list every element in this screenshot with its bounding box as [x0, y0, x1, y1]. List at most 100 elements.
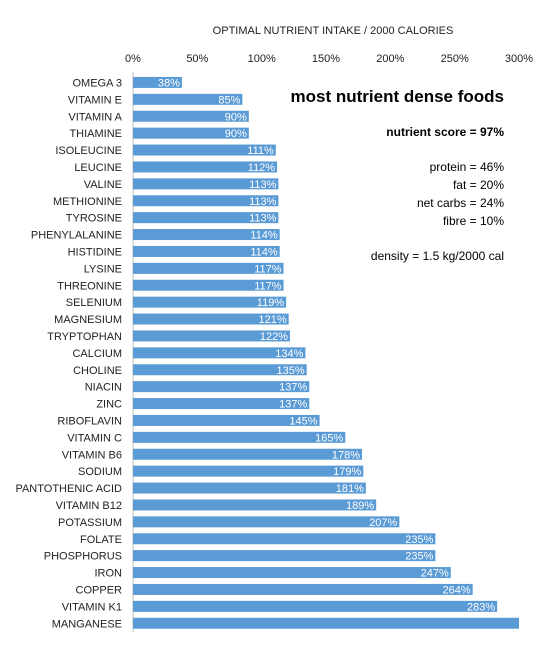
category-label: THIAMINE: [69, 128, 122, 140]
bars-group: OMEGA 3 38% VITAMIN E 85% VITAMIN A 90% THIAMI…: [15, 76, 519, 630]
bar-data-label: 111%: [247, 145, 274, 157]
bar: [133, 465, 364, 477]
x-tick-label: 300%: [505, 53, 533, 65]
bar-data-label: 113%: [249, 196, 277, 208]
category-label: IRON: [95, 568, 123, 580]
bar: [133, 550, 436, 562]
annotation-protein: protein = 46%: [430, 160, 505, 174]
bar: [133, 127, 249, 139]
bar-data-label: 90%: [225, 128, 247, 140]
bar: [133, 195, 279, 207]
annotation-nutrient-score: nutrient score = 97%: [386, 125, 504, 139]
bar-data-label: 179%: [333, 466, 361, 478]
bar-data-label: 145%: [289, 415, 317, 427]
bar-data-label: 114%: [250, 230, 278, 242]
category-label: RIBOFLAVIN: [57, 415, 122, 427]
bar-data-label: 113%: [249, 213, 277, 225]
bar-data-label: 165%: [315, 432, 343, 444]
bar-data-label: 283%: [467, 601, 495, 613]
bar-data-label: 207%: [369, 517, 397, 529]
bar: [133, 330, 290, 342]
bar: [133, 600, 498, 612]
bar: [133, 262, 284, 274]
category-label: VALINE: [84, 179, 122, 191]
bar-data-label: 235%: [405, 534, 433, 546]
category-label: PANTOTHENIC ACID: [15, 483, 122, 495]
bar-data-label: 178%: [332, 449, 360, 461]
bar-data-label: 134%: [275, 348, 303, 360]
bar: [133, 229, 280, 241]
bar-data-label: 235%: [405, 551, 433, 563]
chart-title: OPTIMAL NUTRIENT INTAKE / 2000 CALORIES: [213, 25, 454, 37]
bar-data-label: 137%: [279, 399, 307, 411]
category-label: VITAMIN B12: [56, 500, 122, 512]
category-label: VITAMIN C: [67, 432, 122, 444]
category-label: CHOLINE: [73, 365, 122, 377]
bar-data-label: 247%: [421, 568, 449, 580]
bar: [133, 583, 473, 595]
bar: [133, 516, 400, 528]
category-label: LEUCINE: [74, 162, 122, 174]
category-label: VITAMIN K1: [62, 601, 122, 613]
bar: [133, 567, 451, 579]
bar: [133, 414, 320, 426]
bar: [133, 212, 279, 224]
bar: [133, 178, 279, 190]
category-label: OMEGA 3: [72, 77, 122, 89]
category-label: THREONINE: [57, 280, 122, 292]
bar-data-label: 119%: [257, 297, 285, 309]
category-label: FOLATE: [80, 534, 122, 546]
category-label: METHIONINE: [53, 196, 122, 208]
x-tick-label: 200%: [376, 53, 404, 65]
bar: [133, 110, 249, 122]
x-tick-label: 50%: [186, 53, 208, 65]
category-label: HISTIDINE: [68, 246, 122, 258]
category-label: VITAMIN A: [68, 111, 122, 123]
bar: [133, 448, 363, 460]
bar-data-label: 137%: [279, 382, 307, 394]
bar: [133, 533, 436, 545]
bar: [133, 381, 310, 393]
bar-data-label: 189%: [346, 500, 374, 512]
bar: [133, 279, 284, 291]
bar-data-label: 38%: [158, 77, 180, 89]
bar: [133, 313, 289, 325]
bar: [133, 144, 276, 156]
category-label: MAGNESIUM: [54, 314, 122, 326]
category-label: COPPER: [76, 584, 123, 596]
x-tick-label: 150%: [312, 53, 340, 65]
bar-data-label: 181%: [336, 483, 364, 495]
category-label: NIACIN: [85, 382, 122, 394]
bar: [133, 431, 346, 443]
x-tick-label: 0%: [125, 53, 141, 65]
bar: [133, 296, 287, 308]
annotation-box: most nutrient dense foods nutrient score…: [291, 87, 505, 263]
bar: [133, 617, 519, 629]
x-axis-ticks: 0% 50% 100% 150% 200% 250% 300%: [125, 53, 533, 65]
bar-data-label: 121%: [259, 314, 287, 326]
category-label: MANGANESE: [52, 618, 122, 630]
bar-data-label: 112%: [248, 162, 276, 174]
bar-data-label: 135%: [277, 365, 305, 377]
annotation-net-carbs: net carbs = 24%: [417, 196, 504, 210]
bar-data-label: 114%: [250, 246, 278, 258]
bar: [133, 161, 278, 173]
category-label: LYSINE: [84, 263, 122, 275]
annotation-fibre: fibre = 10%: [443, 214, 504, 228]
bar: [133, 347, 306, 359]
bar-data-label: 117%: [254, 280, 282, 292]
bar: [133, 482, 366, 494]
category-label: TRYPTOPHAN: [47, 331, 122, 343]
bar: [133, 93, 243, 105]
x-tick-label: 100%: [248, 53, 276, 65]
category-label: POTASSIUM: [58, 517, 122, 529]
category-label: SODIUM: [78, 466, 122, 478]
category-label: PHENYLALANINE: [31, 230, 122, 242]
bar: [133, 398, 310, 410]
category-label: CALCIUM: [72, 348, 122, 360]
category-label: SELENIUM: [66, 297, 122, 309]
bar: [133, 245, 280, 257]
category-label: VITAMIN E: [68, 94, 122, 106]
bar-data-label: 117%: [254, 263, 282, 275]
